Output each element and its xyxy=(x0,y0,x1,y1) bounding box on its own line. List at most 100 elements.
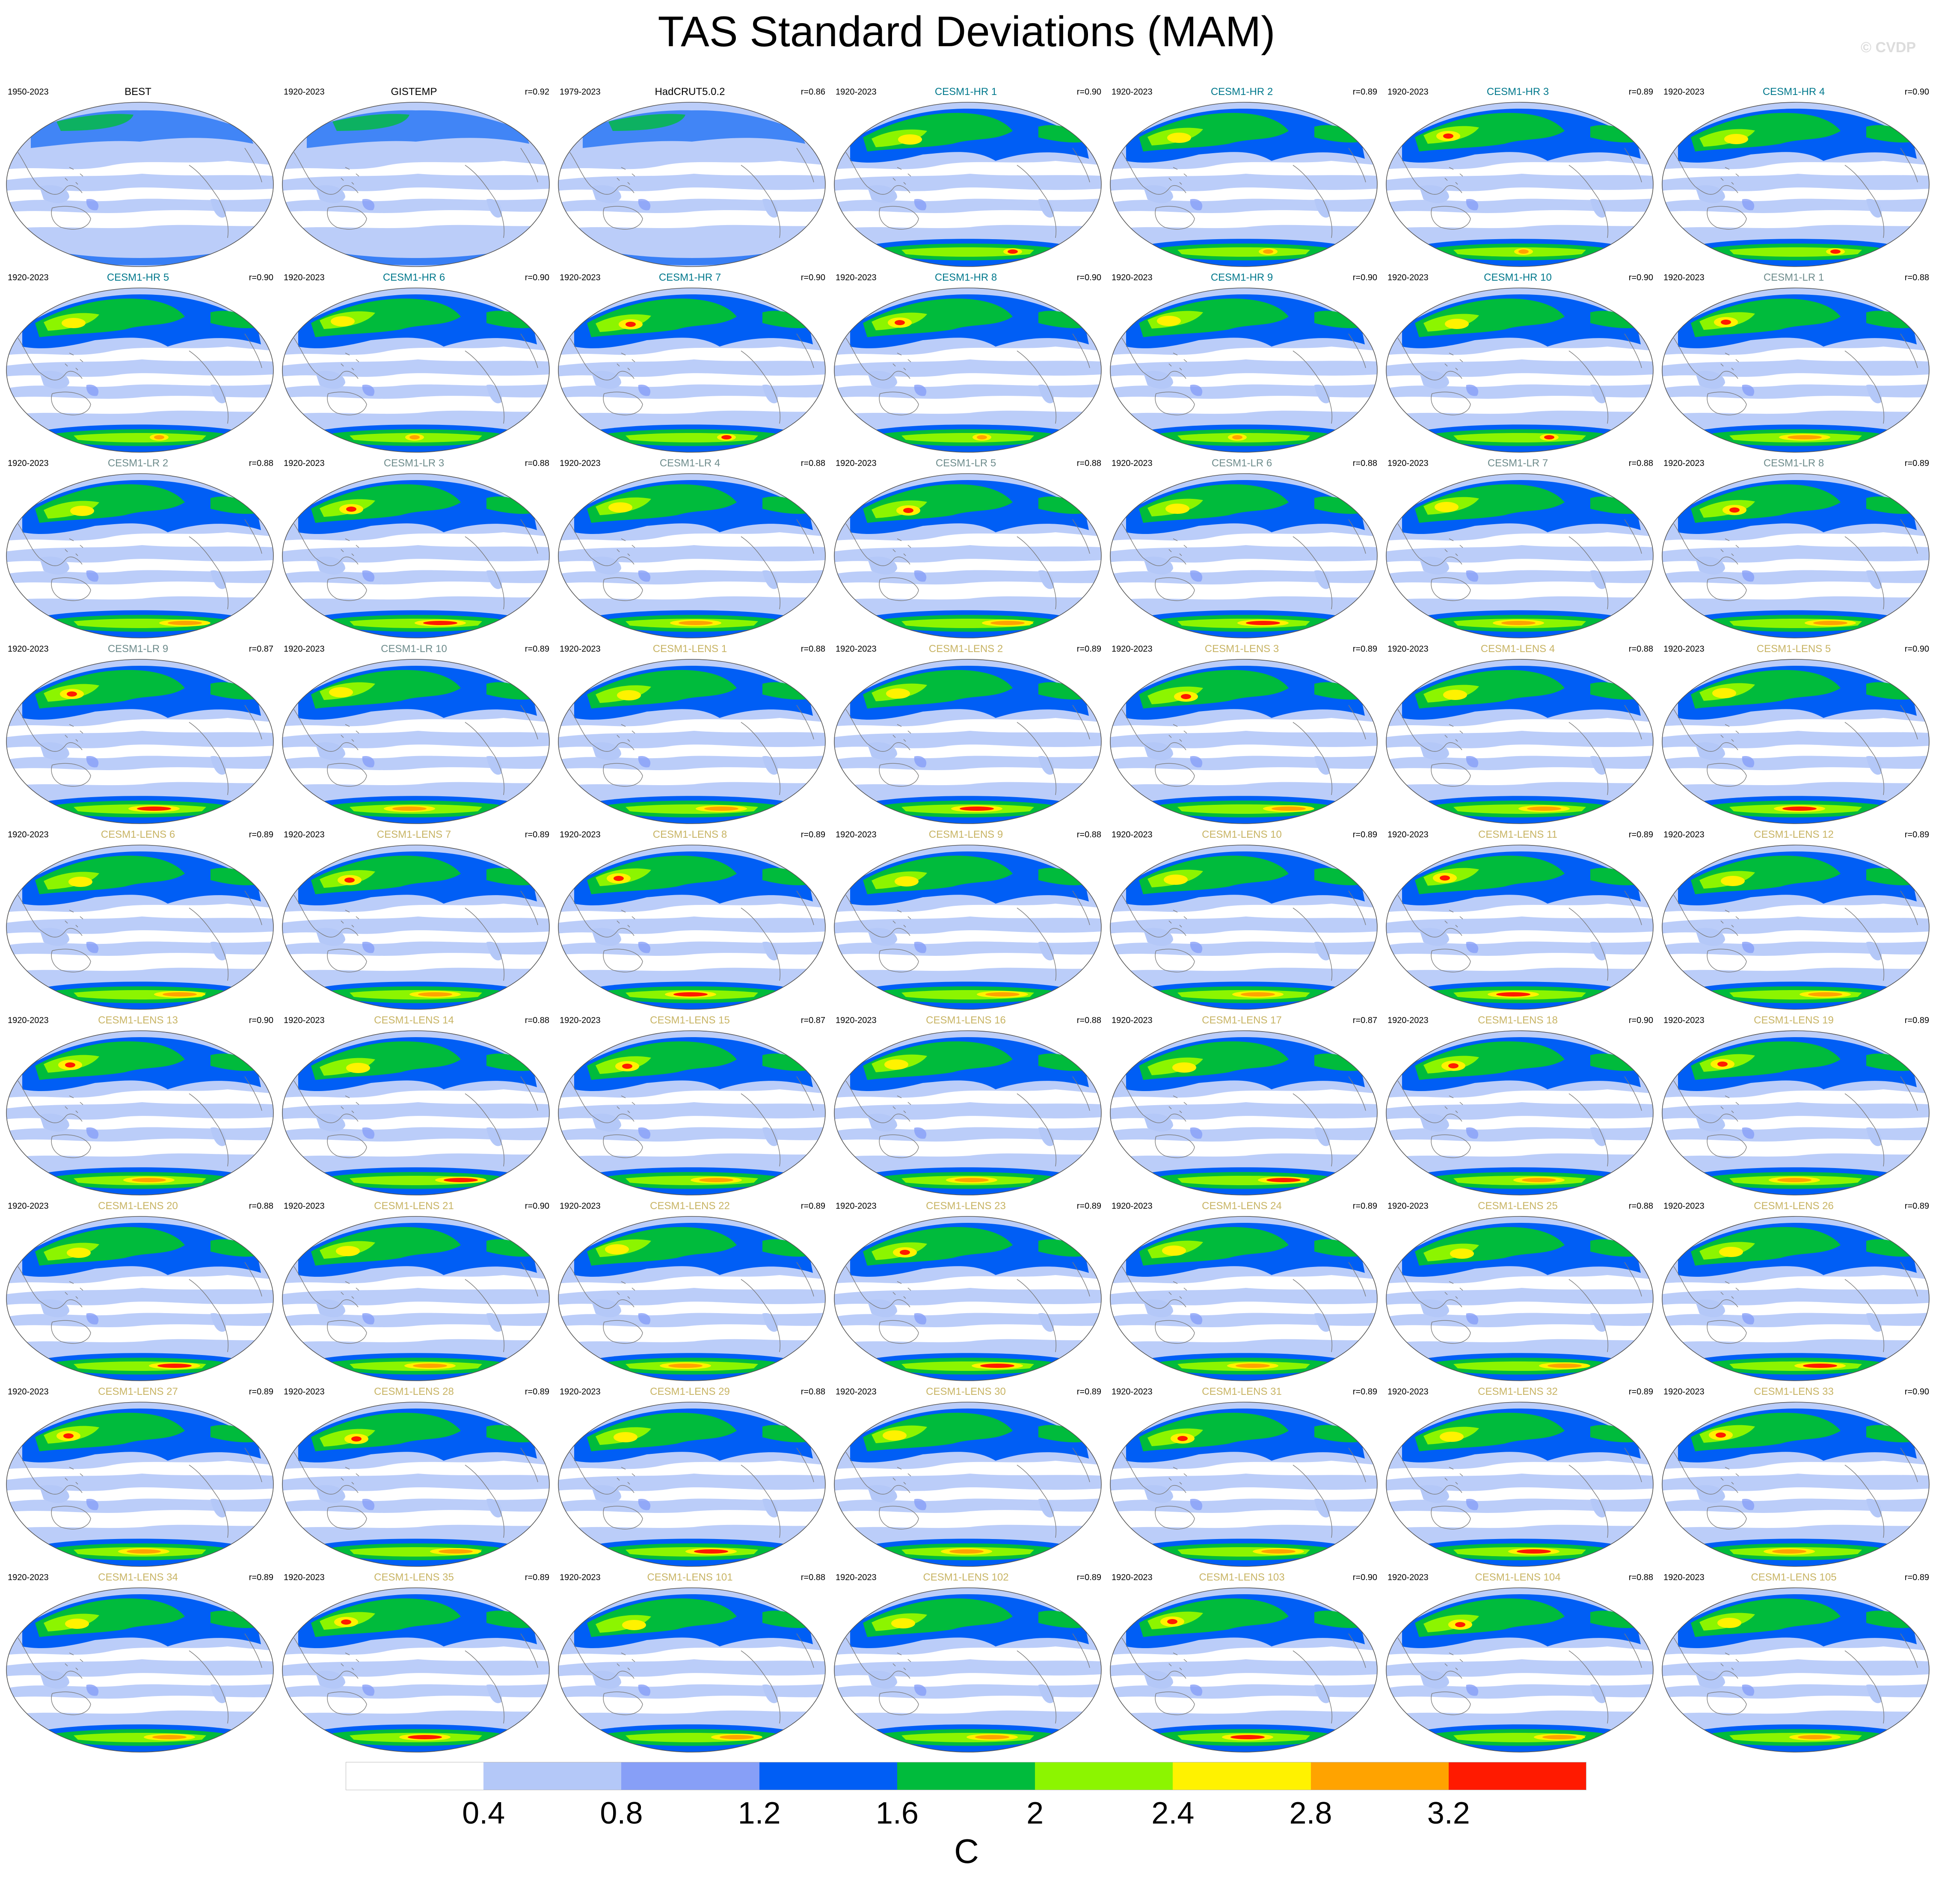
map-panel: 1920-2023 CESM1-HR 8 r=0.90 xyxy=(828,271,1104,457)
panel-title: CESM1-LR 8 xyxy=(1763,457,1824,469)
panel-period: 1920-2023 xyxy=(836,1387,877,1397)
map-panel: 1920-2023 CESM1-LENS 17 r=0.87 xyxy=(1104,1014,1380,1200)
panel-title: CESM1-LENS 35 xyxy=(374,1572,454,1583)
map-panel: 1920-2023 CESM1-LR 4 r=0.88 xyxy=(552,457,828,643)
panel-title: CESM1-LENS 16 xyxy=(926,1014,1006,1026)
panel-map xyxy=(833,1587,1103,1753)
panel-pattern-correlation: r=0.89 xyxy=(1628,87,1653,97)
tas-stddev-map xyxy=(6,659,274,824)
panel-pattern-correlation: r=0.89 xyxy=(1352,1387,1377,1397)
panel-map xyxy=(281,1587,551,1753)
panel-title: CESM1-LENS 17 xyxy=(1202,1014,1282,1026)
panel-title: CESM1-LENS 13 xyxy=(98,1014,178,1026)
panel-map xyxy=(833,472,1103,639)
panel-pattern-correlation: r=0.88 xyxy=(800,1573,825,1582)
panel-map xyxy=(5,1029,275,1196)
panel-title: CESM1-LR 2 xyxy=(107,457,169,469)
colorbar-bin xyxy=(621,1762,760,1790)
panel-map xyxy=(557,844,827,1011)
panel-title: CESM1-LENS 15 xyxy=(650,1014,730,1026)
panel-map xyxy=(5,472,275,639)
map-panel: 1920-2023 CESM1-LR 3 r=0.88 xyxy=(276,457,552,643)
tas-stddev-map xyxy=(1662,473,1930,638)
panel-pattern-correlation: r=0.92 xyxy=(525,87,549,97)
panel-period: 1920-2023 xyxy=(836,1573,877,1582)
map-panel: 1920-2023 CESM1-LENS 4 r=0.88 xyxy=(1380,643,1656,828)
map-panel: 1920-2023 CESM1-LR 1 r=0.88 xyxy=(1656,271,1932,457)
panel-pattern-correlation: r=0.89 xyxy=(249,1573,273,1582)
panel-title: CESM1-LENS 3 xyxy=(1204,643,1279,655)
panel-pattern-correlation: r=0.88 xyxy=(1352,459,1377,468)
panel-title: CESM1-HR 5 xyxy=(107,272,169,283)
colorbar-bin xyxy=(1448,1762,1587,1790)
panel-pattern-correlation: r=0.89 xyxy=(1904,1573,1929,1582)
panel-map xyxy=(5,658,275,825)
colorbar-tick-label: 2 xyxy=(1026,1796,1044,1830)
tas-stddev-map xyxy=(6,288,274,453)
panel-title: CESM1-LENS 101 xyxy=(647,1572,733,1583)
panel-map xyxy=(1385,287,1654,454)
colorbar-tick-label: 1.2 xyxy=(738,1796,781,1830)
panel-pattern-correlation: r=0.90 xyxy=(800,273,825,282)
map-panel: 1920-2023 CESM1-LENS 22 r=0.89 xyxy=(552,1200,828,1385)
page-title: TAS Standard Deviations (MAM) xyxy=(658,8,1275,56)
map-panel: 1920-2023 CESM1-LENS 6 r=0.89 xyxy=(0,828,276,1014)
panel-title: CESM1-LR 5 xyxy=(935,457,996,469)
tas-stddev-map xyxy=(6,1402,274,1567)
panel-title: CESM1-LENS 28 xyxy=(374,1386,454,1397)
panel-period: 1920-2023 xyxy=(1387,459,1429,468)
map-panel: 1920-2023 CESM1-LENS 26 r=0.89 xyxy=(1656,1200,1932,1385)
panel-pattern-correlation: r=0.90 xyxy=(1628,1016,1653,1025)
panel-period: 1920-2023 xyxy=(1112,1201,1153,1211)
panel-title: CESM1-LR 10 xyxy=(381,643,447,655)
panel-title: CESM1-LENS 22 xyxy=(650,1200,730,1212)
map-panel: 1920-2023 CESM1-LENS 11 r=0.89 xyxy=(1380,828,1656,1014)
panel-period: 1920-2023 xyxy=(284,273,325,282)
tas-stddev-map xyxy=(558,845,826,1010)
map-panel: 1920-2023 CESM1-LR 6 r=0.88 xyxy=(1104,457,1380,643)
panel-pattern-correlation: r=0.88 xyxy=(800,459,825,468)
panel-period: 1920-2023 xyxy=(284,1016,325,1025)
panel-pattern-correlation: r=0.89 xyxy=(1904,1201,1929,1211)
colorbar-bin xyxy=(897,1762,1035,1790)
panel-pattern-correlation: r=0.89 xyxy=(1352,644,1377,654)
map-panel: 1920-2023 CESM1-LENS 101 r=0.88 xyxy=(552,1571,828,1757)
map-panel: 1920-2023 CESM1-LENS 23 r=0.89 xyxy=(828,1200,1104,1385)
panel-pattern-correlation: r=0.89 xyxy=(525,644,549,654)
panel-period: 1920-2023 xyxy=(284,459,325,468)
tas-stddev-map xyxy=(1662,1030,1930,1195)
panel-title: CESM1-LENS 27 xyxy=(98,1386,178,1397)
panel-map xyxy=(1385,1401,1654,1568)
panel-pattern-correlation: r=0.89 xyxy=(1904,1016,1929,1025)
panel-title: CESM1-LENS 29 xyxy=(650,1386,730,1397)
panel-title: CESM1-LENS 5 xyxy=(1756,643,1831,655)
panel-title: CESM1-LENS 20 xyxy=(98,1200,178,1212)
map-panel: 1920-2023 CESM1-LENS 103 r=0.90 xyxy=(1104,1571,1380,1757)
panel-title: CESM1-LR 4 xyxy=(659,457,720,469)
map-panel: 1920-2023 CESM1-LENS 18 r=0.90 xyxy=(1380,1014,1656,1200)
panel-title: CESM1-LENS 19 xyxy=(1754,1014,1834,1026)
tas-stddev-map xyxy=(558,102,826,267)
panel-period: 1920-2023 xyxy=(1112,459,1153,468)
panel-pattern-correlation: r=0.88 xyxy=(1628,1573,1653,1582)
panel-pattern-correlation: r=0.87 xyxy=(1352,1016,1377,1025)
panel-period: 1920-2023 xyxy=(836,273,877,282)
panel-title: HadCRUT5.0.2 xyxy=(655,86,725,98)
panel-map xyxy=(1385,1215,1654,1382)
panel-title: CESM1-HR 4 xyxy=(1762,86,1825,98)
panel-period: 1920-2023 xyxy=(560,1387,601,1397)
panel-map xyxy=(281,1215,551,1382)
panel-title: CESM1-LENS 23 xyxy=(926,1200,1006,1212)
tas-stddev-map xyxy=(282,288,550,453)
panel-period: 1920-2023 xyxy=(560,273,601,282)
map-panel: 1920-2023 CESM1-LR 9 r=0.87 xyxy=(0,643,276,828)
panel-map xyxy=(557,1401,827,1568)
panel-map xyxy=(1661,1401,1930,1568)
panel-title: CESM1-LR 3 xyxy=(383,457,445,469)
panel-pattern-correlation: r=0.89 xyxy=(1628,1387,1653,1397)
panel-pattern-correlation: r=0.89 xyxy=(525,1387,549,1397)
tas-stddev-map xyxy=(558,1216,826,1381)
panel-period: 1920-2023 xyxy=(1663,1387,1705,1397)
panel-period: 1920-2023 xyxy=(1112,830,1153,839)
panel-map xyxy=(1109,1029,1379,1196)
